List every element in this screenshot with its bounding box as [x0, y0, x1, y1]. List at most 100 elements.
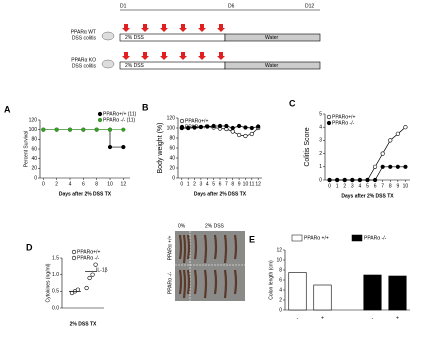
data-point	[388, 138, 393, 143]
data-point	[192, 125, 197, 130]
water-bar	[224, 61, 321, 70]
x-tick-label: 2	[193, 181, 196, 187]
water-bar	[224, 33, 321, 42]
dss-arrow	[141, 24, 149, 32]
day-label: D6	[228, 3, 235, 9]
panel-letter: B	[142, 102, 149, 112]
colon	[178, 234, 183, 260]
colon	[213, 234, 218, 260]
x-tick-label: 5	[366, 183, 369, 189]
data-point	[107, 144, 113, 150]
colon	[223, 234, 228, 264]
x-axis-label: Days after 2% DSS TX	[59, 191, 112, 197]
data-point	[41, 127, 46, 132]
colon	[186, 269, 191, 295]
x-tick-label: 8	[389, 183, 392, 189]
x-tick-label: 9	[238, 181, 241, 187]
y-tick-label: 8	[279, 267, 282, 273]
y-axis-label: Cytokines (ng/ml)	[45, 263, 51, 302]
x-tick-label: 11	[249, 181, 254, 187]
x-tick-label: 6	[219, 181, 222, 187]
y-tick-label: 0	[279, 307, 282, 313]
data-point	[365, 177, 370, 183]
panel-letter: D	[26, 242, 33, 252]
data-point	[121, 127, 126, 132]
legend-marker	[326, 120, 332, 126]
data-point	[90, 272, 95, 277]
y-tick-label: 0	[172, 175, 175, 181]
x-tick-label: 7	[381, 183, 384, 189]
data-point	[372, 164, 378, 169]
annotation: IL-1β	[96, 267, 108, 273]
y-tick-label: 6	[279, 277, 282, 283]
y-tick-label: 40	[31, 156, 37, 162]
y-tick-label: 100	[167, 125, 176, 131]
dss-arrow	[198, 24, 206, 32]
y-tick-label: 120	[167, 115, 176, 121]
y-tick-label: 2	[319, 151, 322, 157]
x-tick-label: 8	[231, 181, 234, 187]
dss-arrow	[122, 52, 130, 60]
colon	[182, 269, 187, 299]
y-tick-label: 1.5	[52, 255, 59, 261]
legend-label: PPARα -/-	[364, 235, 387, 241]
colon	[193, 269, 198, 295]
y-axis-label: Body weight (%)	[157, 123, 164, 174]
y-tick-label: 60	[169, 145, 175, 151]
legend-label: PPARα +/+	[304, 235, 329, 241]
y-tick-label: 80	[31, 137, 37, 143]
legend-marker	[71, 255, 77, 261]
panel-letter: A	[4, 104, 11, 114]
y-tick-label: 3	[319, 138, 322, 144]
x-tick-label: 0	[42, 181, 45, 187]
row-label: DSS colitis	[72, 35, 97, 41]
colons	[178, 234, 238, 299]
legend-marker	[179, 118, 185, 124]
row-label: PPARα KO	[71, 57, 96, 63]
x-tick-label: 6	[374, 183, 377, 189]
y-tick-label: 10	[276, 257, 282, 263]
data-point	[249, 125, 254, 131]
x-tick-label: 10	[107, 181, 113, 187]
y-tick-label: 0	[319, 177, 322, 183]
data-point	[81, 127, 86, 132]
colon	[178, 269, 183, 295]
photo-label: 0%	[178, 223, 186, 229]
x-axis-label: Days after 2% DSS TX	[341, 193, 394, 199]
x-tick-label: 7	[225, 181, 228, 187]
data-point	[198, 124, 204, 130]
dss-arrow	[217, 52, 225, 60]
y-tick-label: 0	[34, 175, 37, 181]
colon	[203, 234, 208, 264]
data-point	[84, 285, 89, 291]
x-tick-label: 5	[212, 181, 215, 187]
dss-arrow	[160, 24, 168, 32]
colon	[203, 269, 208, 299]
photo-row-label: PPARα -/-	[167, 272, 173, 295]
y-tick-label: 5	[319, 111, 322, 117]
x-axis-label: 2% DSS TX	[70, 321, 97, 327]
x-tick-label: 4	[206, 181, 209, 187]
colon	[213, 269, 218, 295]
x-tick-label: -	[372, 315, 374, 321]
dss-label: 2% DSS	[125, 35, 145, 41]
photo-label: 2% DSS	[205, 223, 225, 229]
y-tick-label: 4	[279, 287, 282, 293]
data-point	[403, 164, 408, 169]
data-point	[205, 124, 210, 129]
data-point	[94, 127, 99, 132]
row-label: DSS colitis	[72, 63, 97, 69]
legend-label: PPARα -/-	[77, 255, 100, 261]
colon	[186, 234, 191, 260]
x-tick-label: 4	[359, 183, 362, 189]
legend-marker	[97, 117, 103, 123]
legend-swatch	[351, 234, 363, 242]
data-point	[54, 127, 59, 132]
y-tick-label: 0.5	[52, 289, 59, 295]
mouse-icon	[101, 31, 115, 41]
x-axis-label: Days after 2% DSS TX	[194, 191, 247, 197]
data-point	[230, 129, 235, 134]
colon	[182, 234, 187, 264]
arrows	[122, 24, 225, 60]
